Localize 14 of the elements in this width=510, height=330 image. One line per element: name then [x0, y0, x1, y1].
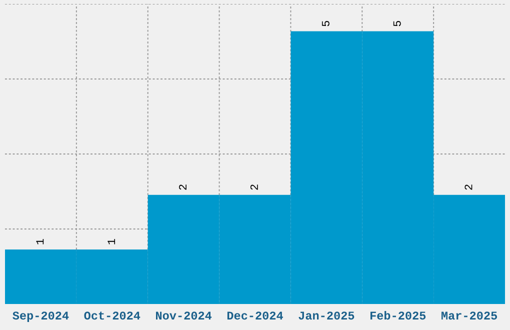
x-tick-label: Oct-2024: [84, 312, 140, 320]
data-label: 1: [108, 238, 116, 244]
data-label: 5: [322, 20, 330, 26]
x-tick-label: Jan-2025: [298, 312, 354, 320]
data-label: 2: [464, 184, 472, 190]
data-label: 5: [393, 20, 401, 26]
x-tick-label: Dec-2024: [227, 312, 283, 320]
x-tick-label: Mar-2025: [442, 312, 498, 320]
x-tick-label: Feb-2025: [370, 310, 426, 320]
data-label: 2: [250, 184, 258, 190]
data-label: 2: [179, 184, 186, 190]
data-label: 1: [36, 238, 44, 244]
x-tick-label: Nov-2024: [156, 312, 212, 320]
x-tick-label: Sep-2024: [12, 312, 69, 322]
